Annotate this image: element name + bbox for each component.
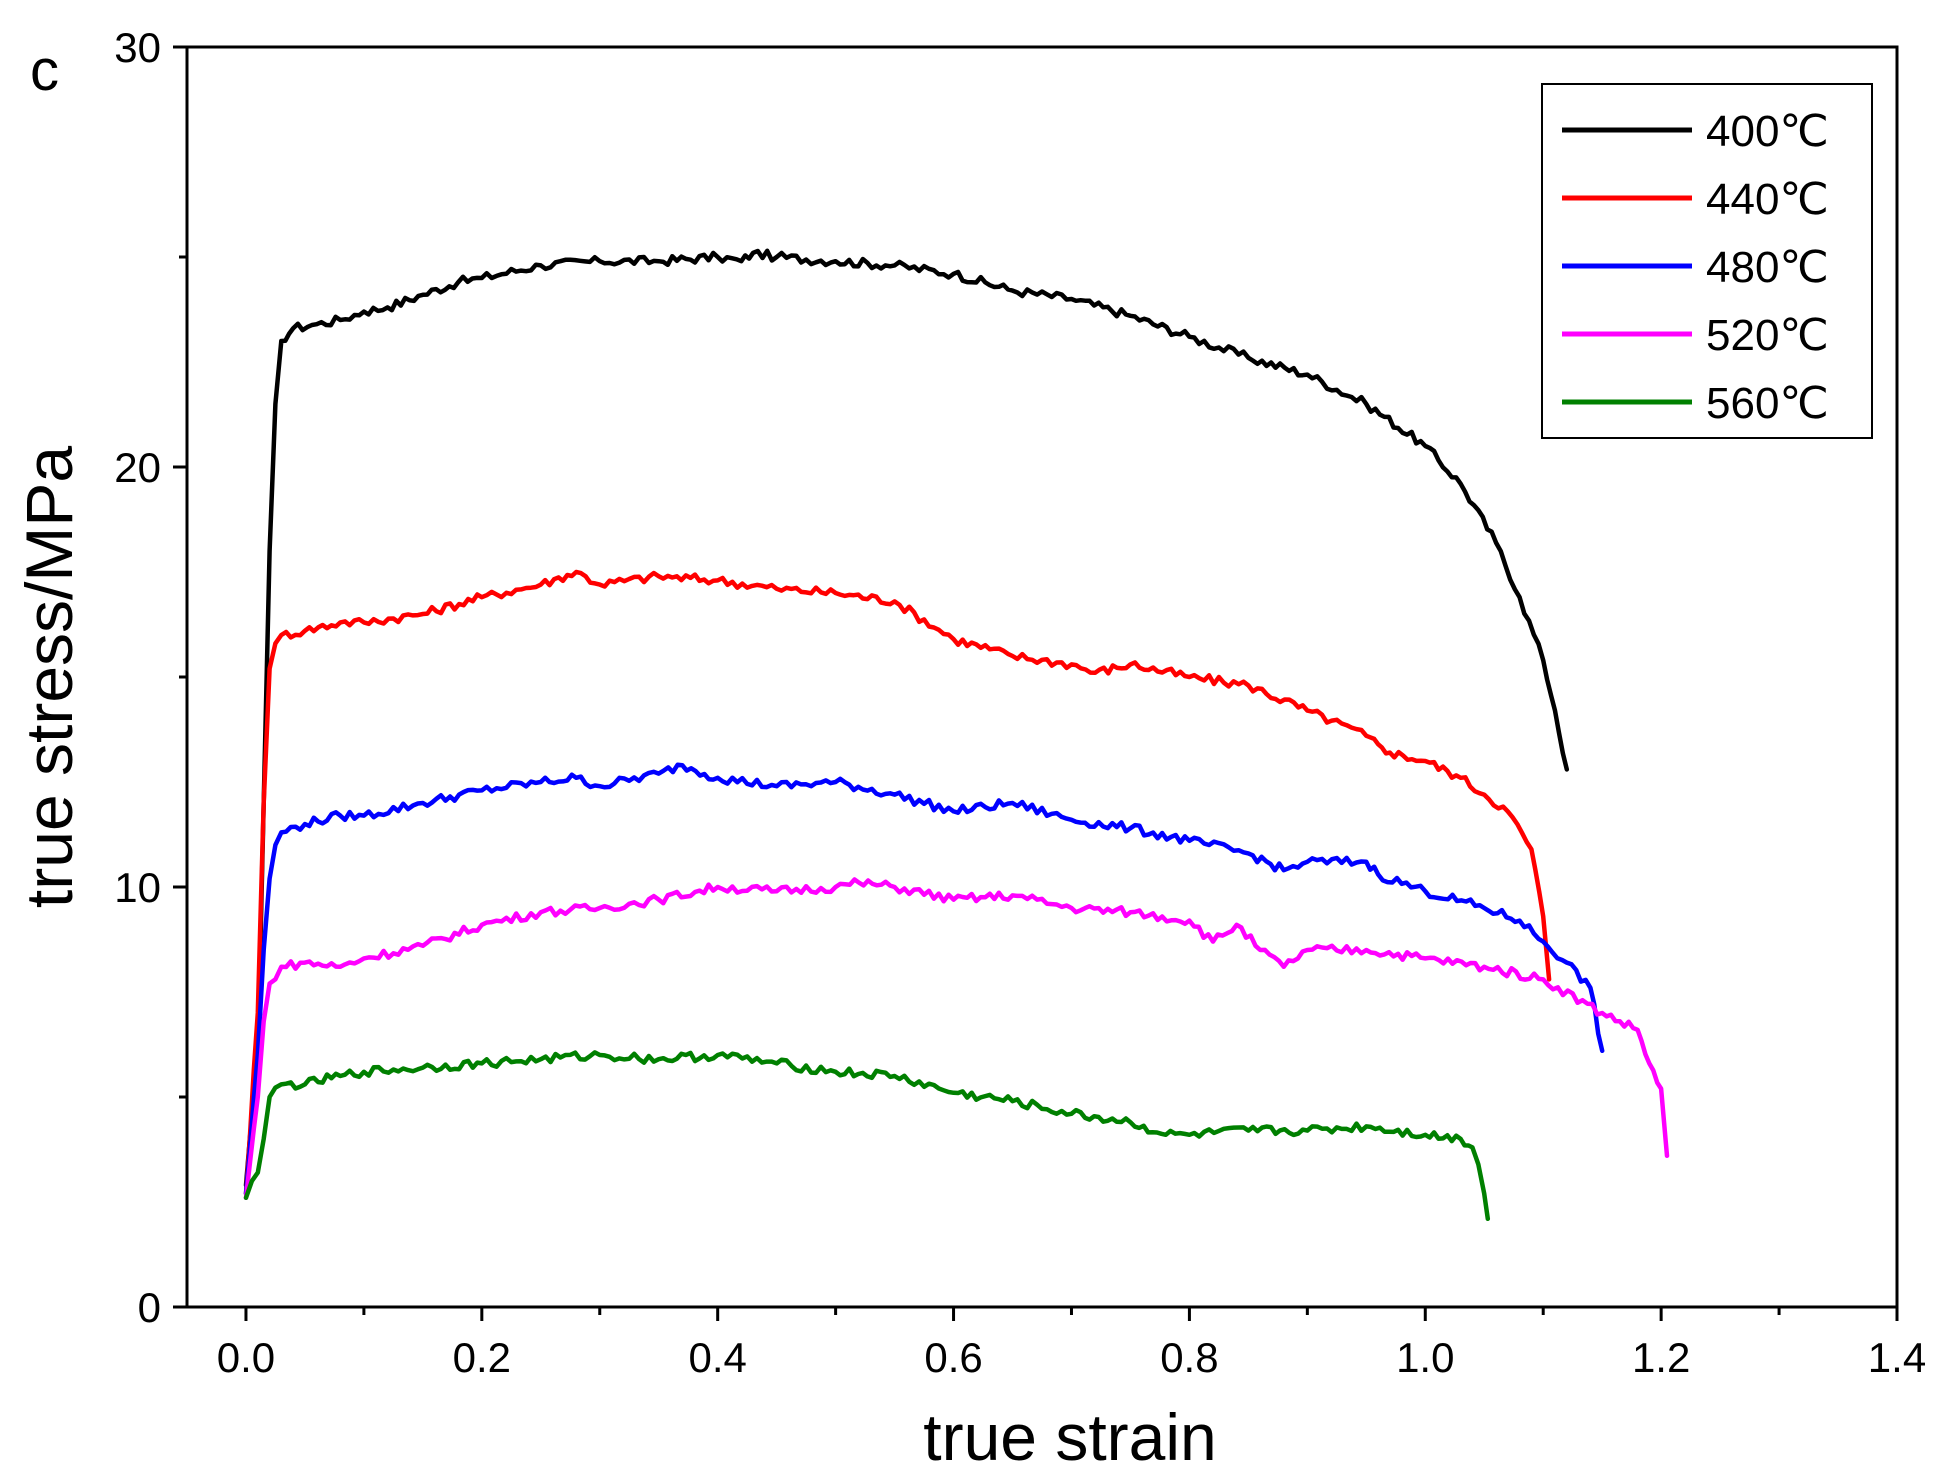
x-tick-label: 0.8 [1160,1334,1218,1381]
y-tick-label: 30 [114,24,161,71]
y-tick-label: 0 [138,1284,161,1331]
axis-ticks: 0.0 0.2 0.4 0.6 0.8 1.0 1.2 1.4 0 10 20 30 [114,24,1926,1381]
legend-label: 440℃ [1706,175,1829,224]
x-tick-label: 0.0 [217,1334,275,1381]
x-tick-label: 1.0 [1396,1334,1454,1381]
series-line [243,762,1605,1196]
legend-label: 480℃ [1706,243,1829,292]
x-tick-label: 1.4 [1868,1334,1926,1381]
series-layer [243,248,1670,1222]
y-axis-title: true stress/MPa [12,446,86,908]
x-axis-title: true strain [923,1400,1216,1474]
legend-label: 400℃ [1706,107,1829,156]
y-tick-label: 20 [114,444,161,491]
series-line [243,1050,1491,1222]
series-line [243,248,1570,1188]
x-tick-label: 0.6 [924,1334,982,1381]
legend-label: 560℃ [1706,379,1829,428]
legend-label: 520℃ [1706,311,1829,360]
series-line [243,569,1552,1196]
x-tick-label: 0.4 [688,1334,746,1381]
x-tick-label: 1.2 [1632,1334,1690,1381]
legend-box [1541,83,1873,439]
x-tick-label: 0.2 [453,1334,511,1381]
legend: 400℃ 440℃ 480℃ 520℃ 560℃ [1541,83,1873,439]
panel-label: c [30,38,59,103]
y-tick-label: 10 [114,864,161,911]
series-line [243,877,1670,1201]
